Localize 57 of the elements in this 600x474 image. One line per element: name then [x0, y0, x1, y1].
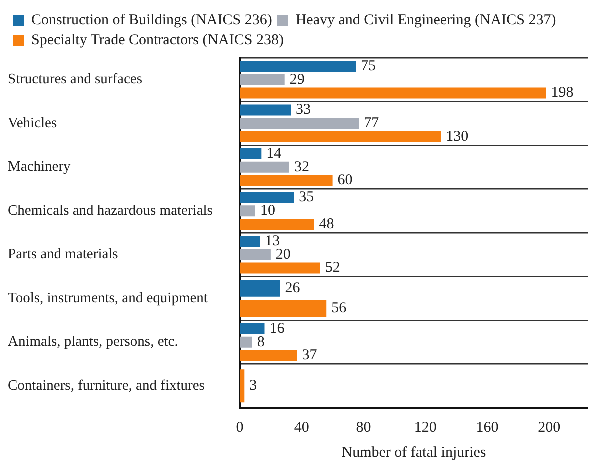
y-tick-label: Containers, furniture, and fixtures — [8, 378, 206, 394]
y-tick-label: Animals, plants, persons, etc. — [8, 334, 178, 350]
bar — [240, 236, 260, 247]
data-label: 35 — [299, 190, 314, 206]
data-label: 33 — [296, 102, 312, 118]
data-label: 56 — [332, 300, 348, 317]
bar — [240, 192, 294, 204]
data-label: 198 — [551, 85, 574, 102]
bar — [240, 219, 314, 230]
data-label: 29 — [290, 72, 305, 88]
data-label: 60 — [338, 172, 353, 189]
data-label: 32 — [294, 159, 310, 176]
x-tick-label: 200 — [538, 420, 561, 436]
y-tick-label: Structures and surfaces — [8, 72, 143, 88]
x-tick-label: 160 — [476, 420, 499, 436]
legend-label: Construction of Buildings (NAICS 236) — [32, 12, 272, 28]
data-label: 75 — [361, 58, 376, 74]
x-tick-label: 120 — [414, 420, 437, 436]
data-label: 20 — [276, 246, 291, 263]
bar — [240, 148, 262, 160]
data-label: 130 — [446, 128, 469, 145]
data-label: 48 — [319, 216, 334, 232]
data-label: 8 — [257, 334, 265, 350]
x-axis-title: Number of fatal injuries — [342, 444, 486, 461]
bar — [240, 262, 320, 274]
data-label: 14 — [266, 146, 282, 162]
bar — [240, 249, 271, 260]
bar — [240, 162, 290, 173]
y-tick-label: Parts and materials — [8, 246, 119, 263]
bar — [240, 104, 292, 116]
legend-label: Specialty Trade Contractors (NAICS 238) — [32, 32, 284, 48]
y-tick-label: Chemicals and hazardous materials — [8, 202, 214, 219]
x-tick-label: 80 — [356, 420, 372, 436]
x-tick-label: 0 — [236, 420, 244, 436]
bar — [240, 323, 265, 334]
legend-label: Heavy and Civil Engineering (NAICS 237) — [296, 12, 556, 28]
data-label: 37 — [302, 348, 318, 364]
bar — [240, 132, 442, 143]
data-label: 52 — [325, 260, 340, 276]
data-label: 16 — [270, 320, 286, 337]
y-tick-label: Vehicles — [8, 115, 58, 132]
bar — [240, 74, 285, 86]
data-label: 10 — [260, 203, 276, 220]
data-label: 77 — [364, 116, 380, 132]
bar — [240, 206, 256, 217]
bar — [240, 60, 356, 72]
data-label: 3 — [250, 378, 258, 394]
bar — [240, 350, 298, 362]
data-label: 13 — [265, 233, 280, 250]
data-label: 26 — [285, 280, 301, 296]
y-tick-label: Machinery — [8, 159, 72, 176]
bar — [240, 88, 546, 99]
bar — [240, 336, 252, 348]
x-tick-label: 40 — [294, 420, 310, 436]
y-tick-label: Tools, instruments, and equipment — [8, 290, 208, 306]
bar — [240, 118, 360, 130]
bar — [240, 175, 333, 186]
